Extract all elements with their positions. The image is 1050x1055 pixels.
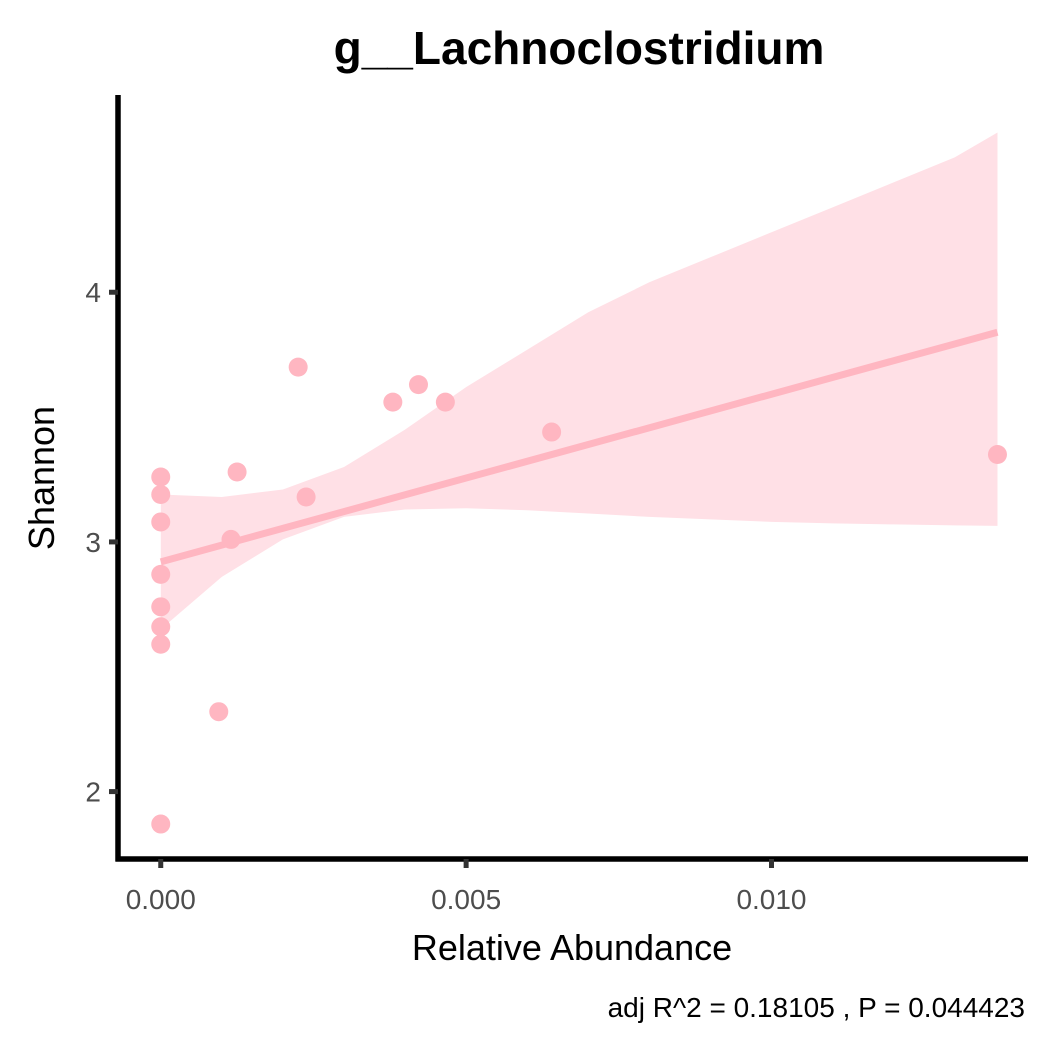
- data-point: [296, 487, 316, 507]
- data-point: [151, 467, 171, 487]
- data-point: [221, 529, 241, 549]
- confidence-band-layer: [160, 132, 998, 630]
- confidence-band: [160, 132, 998, 630]
- data-point: [151, 597, 171, 617]
- data-point: [987, 445, 1007, 465]
- data-point: [151, 814, 171, 834]
- fit-line: [159, 328, 999, 566]
- data-point: [151, 634, 171, 654]
- x-axis-title: Relative Abundance: [412, 927, 732, 968]
- y-tick-label: 3: [85, 527, 101, 558]
- data-point: [288, 357, 308, 377]
- data-point: [383, 392, 403, 412]
- axes-layer: 2 3 4 0.000 0.005 0.010: [85, 95, 1028, 915]
- data-point: [151, 617, 171, 637]
- data-point: [151, 512, 171, 532]
- data-point: [151, 564, 171, 584]
- data-point: [151, 484, 171, 504]
- data-point: [435, 392, 455, 412]
- chart-title: g__Lachnoclostridium: [334, 22, 825, 74]
- data-point: [209, 702, 229, 722]
- y-tick-label: 4: [85, 277, 101, 308]
- data-point: [227, 462, 247, 482]
- x-tick-label: 0.005: [431, 884, 501, 915]
- fit-line-layer: [159, 328, 999, 566]
- y-tick-label: 2: [85, 777, 101, 808]
- data-point: [408, 375, 428, 395]
- stats-caption: adj R^2 = 0.18105 , P = 0.044423: [608, 992, 1025, 1023]
- x-tick-label: 0.000: [126, 884, 196, 915]
- x-tick-label: 0.010: [736, 884, 806, 915]
- points-layer: [151, 357, 1007, 834]
- data-point: [542, 422, 562, 442]
- y-axis-title: Shannon: [21, 406, 62, 550]
